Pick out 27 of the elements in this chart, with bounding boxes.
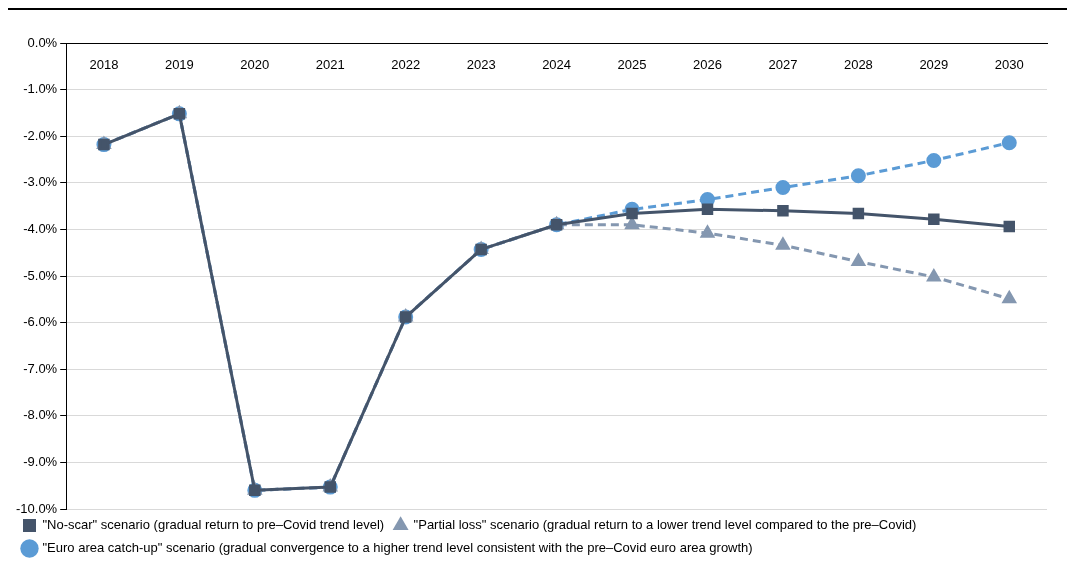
x-tick-label: 2024 [542,57,572,73]
x-tick-label: 2025 [617,57,647,73]
y-tick-label: -6.0% [23,314,58,330]
y-tick-label: -3.0% [23,174,58,190]
legend-label: "No-scar" scenario (gradual return to pre–Covid trend level) [42,517,385,533]
legend-label: "Euro area catch-up" scenario (gradual convergence to a higher trend level consistent with the pre–Covid euro area growth) [42,540,753,556]
x-tick-label: 2022 [391,57,421,73]
x-tick-label: 2026 [693,57,722,73]
x-tick-label: 2027 [768,57,798,73]
y-tick-label: -4.0% [23,220,58,236]
y-tick-label: -2.0% [23,127,58,143]
y-tick-label: -7.0% [23,360,58,376]
y-tick-label: -8.0% [23,407,58,423]
legend-label: "Partial loss" scenario (gradual return to a lower trend level compared to the pre–Covid) [413,517,917,533]
y-tick-label: -10.0% [15,500,58,516]
y-tick-label: -9.0% [23,453,58,469]
x-tick-label: 2030 [994,57,1024,73]
x-tick-label: 2021 [315,57,345,73]
y-tick-label: -1.0% [23,81,58,97]
y-tick-label: -5.0% [23,267,58,283]
x-tick-label: 2020 [240,57,270,73]
x-tick-label: 2023 [466,57,496,73]
x-tick-label: 2029 [919,57,949,73]
x-tick-label: 2018 [89,57,119,73]
x-tick-label: 2028 [843,57,873,73]
y-tick-label: 0.0% [27,34,58,50]
x-tick-label: 2019 [164,57,194,73]
